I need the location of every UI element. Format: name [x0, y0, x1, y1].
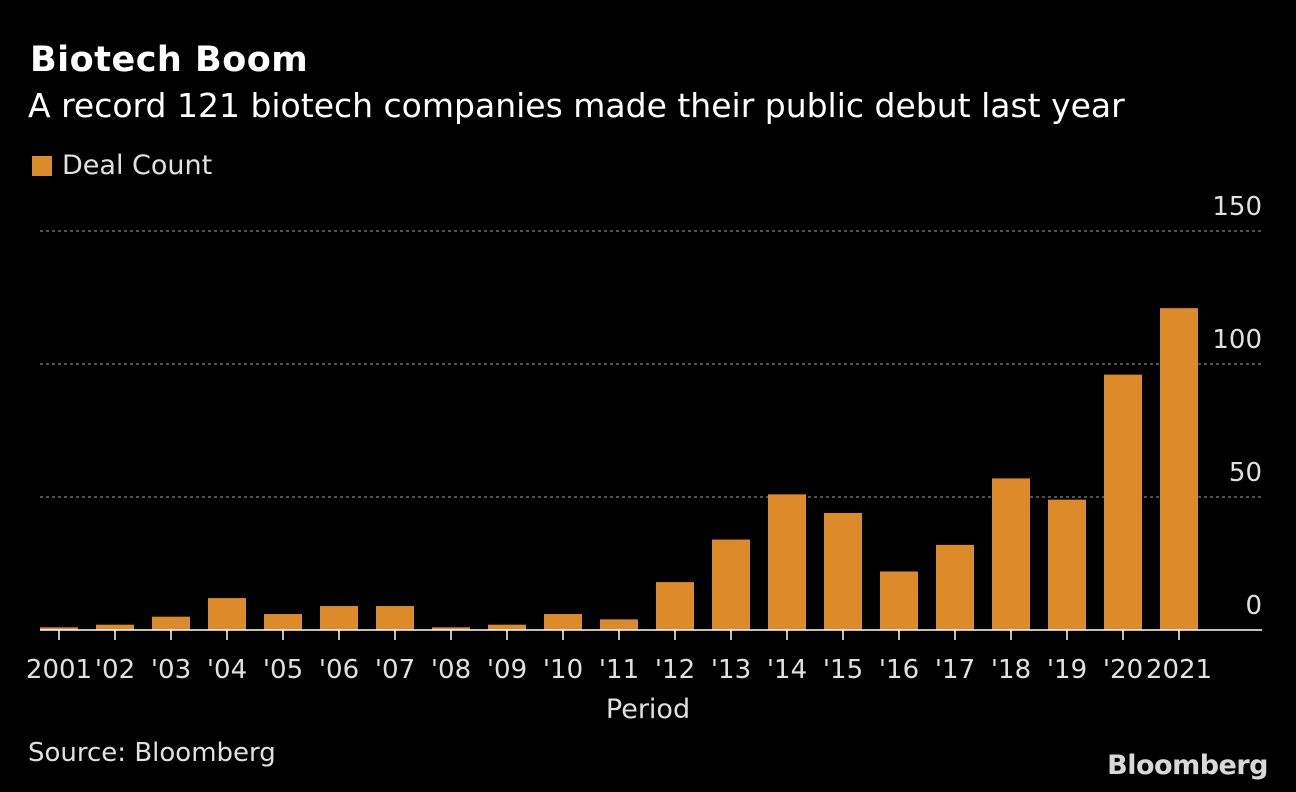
x-tick-label: '10 — [543, 655, 583, 685]
y-tick-label: 150 — [1212, 192, 1262, 222]
x-tick-label: 2001 — [26, 655, 92, 685]
x-tick-label: '05 — [263, 655, 303, 685]
bar — [936, 544, 974, 630]
bar — [544, 614, 582, 630]
x-tick-label: '08 — [431, 655, 471, 685]
bar — [712, 539, 750, 630]
legend: Deal Count — [32, 150, 212, 181]
legend-label: Deal Count — [62, 150, 213, 181]
x-tick-label: '12 — [655, 655, 695, 685]
bar — [880, 571, 918, 630]
x-axis-label: Period — [606, 694, 690, 725]
x-tick-label: '19 — [1047, 655, 1087, 685]
bar — [992, 478, 1030, 630]
x-tick-label: 2021 — [1146, 655, 1212, 685]
bloomberg-logo: Bloomberg — [1107, 750, 1268, 781]
bar — [768, 494, 806, 630]
bar — [488, 624, 526, 630]
x-tick-label: '04 — [207, 655, 247, 685]
x-tick-label: '02 — [95, 655, 135, 685]
x-tick-label: '15 — [823, 655, 863, 685]
bar — [1160, 308, 1198, 630]
x-tick-label: '17 — [935, 655, 975, 685]
x-tick-label: '14 — [767, 655, 807, 685]
x-tick-label: '13 — [711, 655, 751, 685]
y-tick-label: 0 — [1245, 591, 1262, 621]
y-tick-label: 50 — [1229, 458, 1262, 488]
chart-subtitle: A record 121 biotech companies made thei… — [28, 86, 1125, 125]
source-note: Source: Bloomberg — [28, 738, 276, 768]
bar — [152, 616, 190, 630]
bar — [656, 582, 694, 630]
bar — [264, 614, 302, 630]
x-tick-label: '18 — [991, 655, 1031, 685]
bar — [40, 627, 78, 630]
chart-title: Biotech Boom — [30, 40, 309, 80]
bar — [600, 619, 638, 630]
bar — [432, 627, 470, 630]
x-tick-label: '06 — [319, 655, 359, 685]
bar — [208, 598, 246, 630]
x-tick-label: '07 — [375, 655, 415, 685]
bar — [824, 512, 862, 630]
legend-swatch — [32, 155, 52, 176]
bar — [96, 624, 134, 630]
x-tick-label: '16 — [879, 655, 919, 685]
x-tick-label: '20 — [1103, 655, 1143, 685]
x-tick-label: '03 — [151, 655, 191, 685]
bar — [376, 606, 414, 630]
bar — [1104, 374, 1142, 630]
y-tick-label: 100 — [1212, 325, 1262, 355]
x-tick-label: '11 — [599, 655, 639, 685]
bar — [320, 606, 358, 630]
bar — [1048, 499, 1086, 630]
x-tick-label: '09 — [487, 655, 527, 685]
